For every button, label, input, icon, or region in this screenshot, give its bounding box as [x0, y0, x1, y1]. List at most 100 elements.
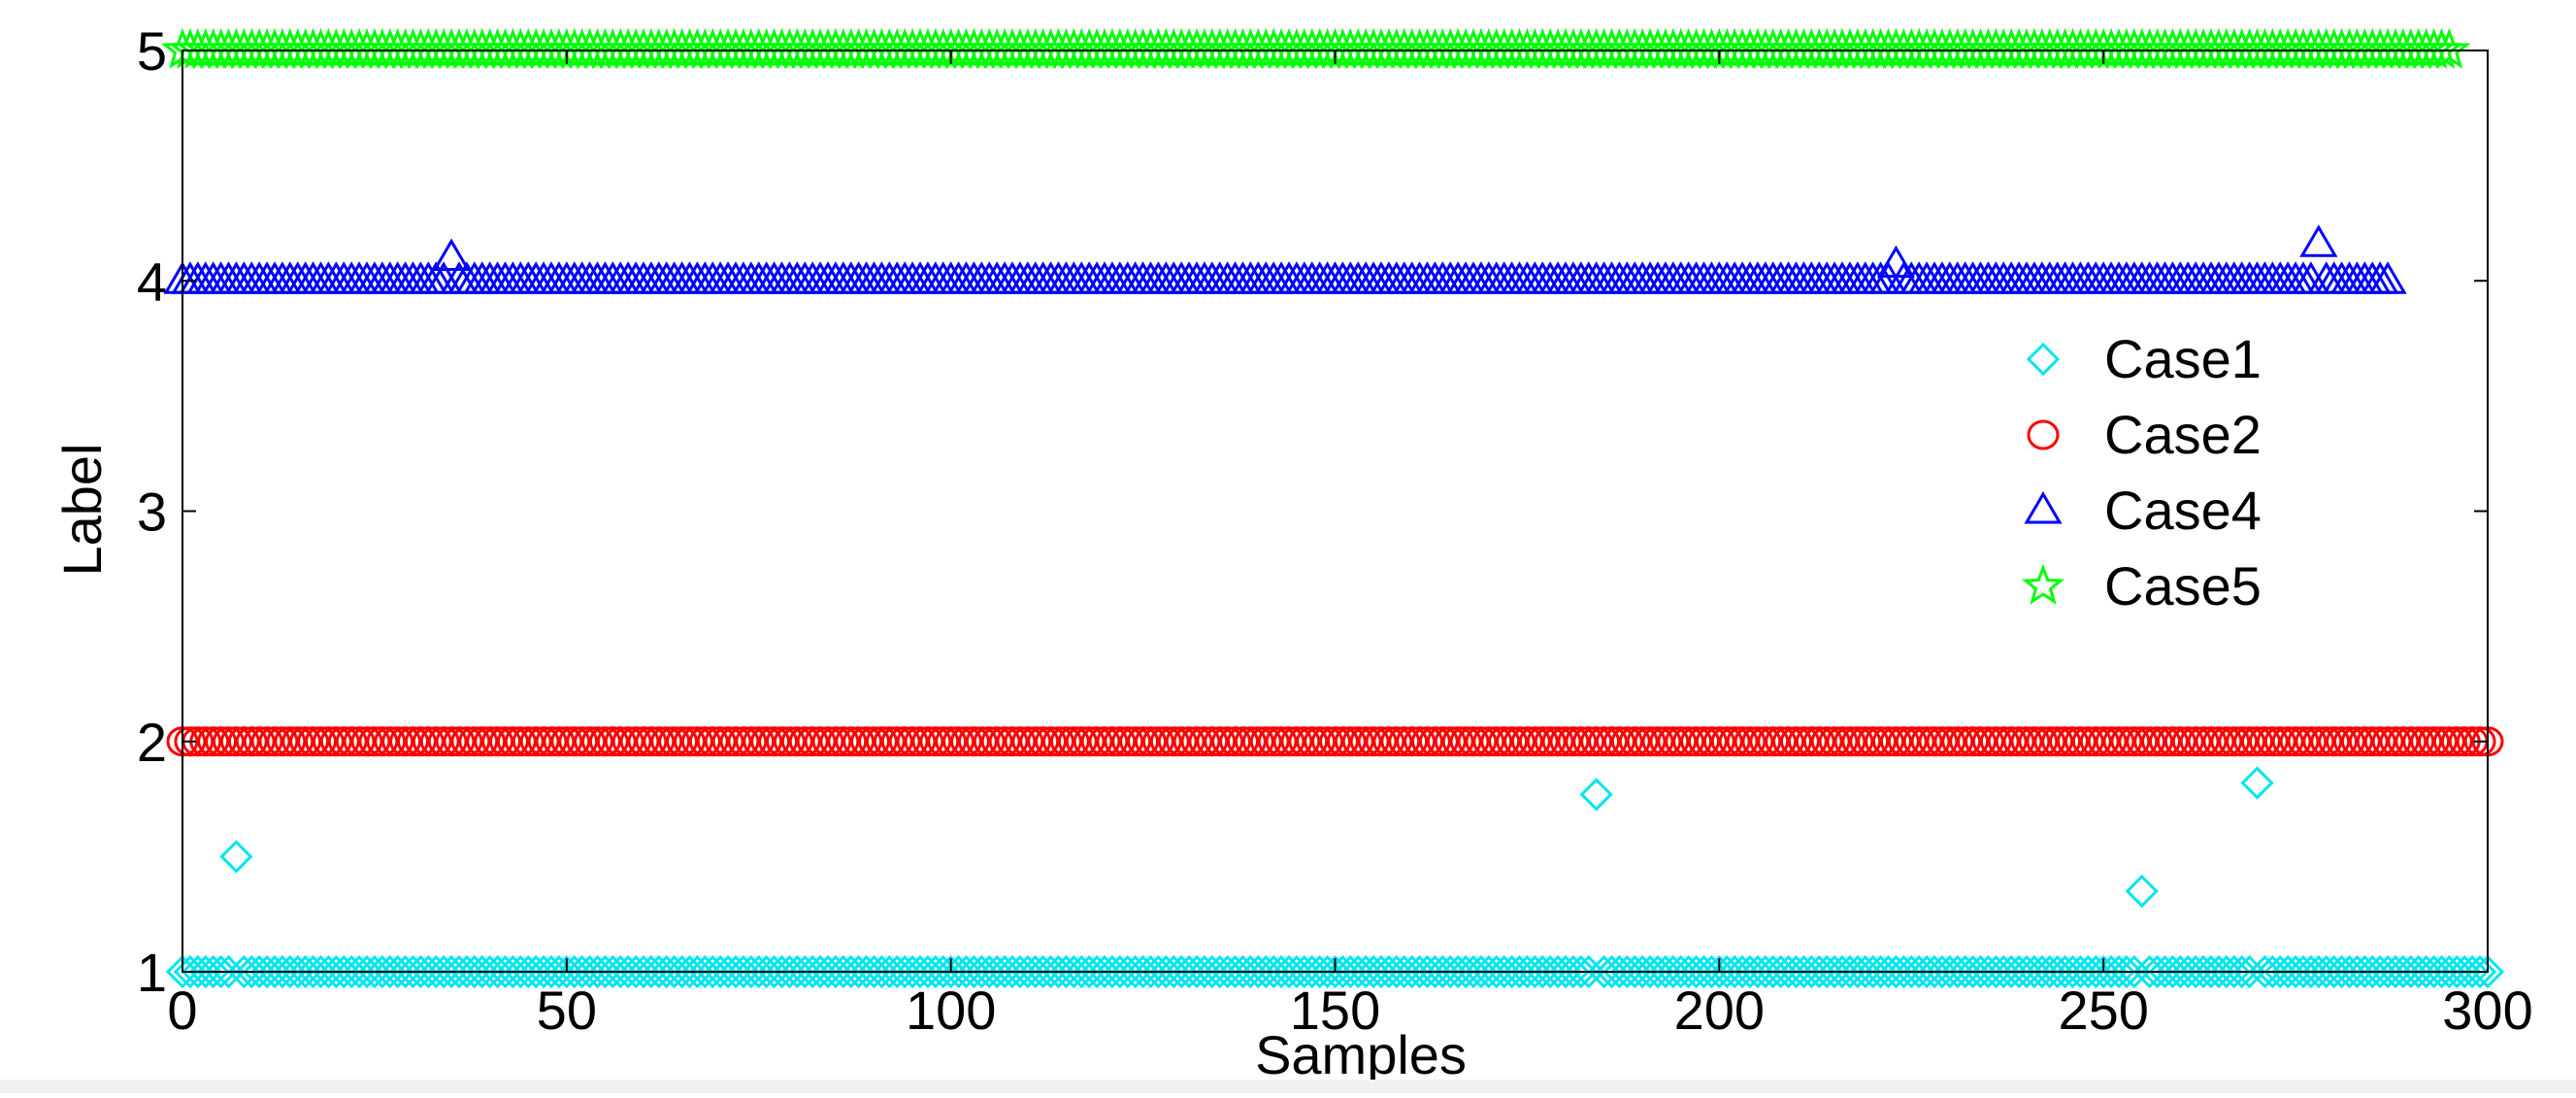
data-point: [696, 726, 729, 757]
data-point: [1787, 954, 1821, 989]
axes: 0 50 100 150 200 250 300 1 2 3 4 5: [137, 20, 2533, 1041]
data-point: [473, 954, 507, 989]
data-point: [995, 954, 1030, 989]
data-point: [2356, 954, 2390, 989]
data-point: [980, 954, 1014, 989]
data-point: [1987, 954, 2021, 989]
data-point: [2195, 726, 2228, 757]
data-point: [573, 954, 607, 989]
data-point: [1119, 726, 1152, 757]
data-point: [842, 954, 875, 989]
data-point: [1271, 954, 1306, 989]
data-point: [1588, 726, 1621, 757]
data-point: [2278, 954, 2313, 989]
data-point: [2263, 726, 2296, 757]
data-point: [826, 954, 860, 989]
data-point: [1080, 726, 1113, 757]
data-point: [1441, 954, 1475, 989]
data-point: [1272, 726, 1305, 757]
data-point: [1426, 954, 1460, 989]
data-point: [1026, 954, 1060, 989]
data-point: [1226, 954, 1260, 989]
data-point: [1902, 726, 1935, 757]
data-point: [1204, 726, 1237, 757]
data-point: [1741, 726, 1774, 757]
data-point: [266, 726, 299, 757]
data-point: [265, 954, 300, 989]
data-point: [2048, 954, 2082, 989]
data-point: [480, 954, 514, 989]
data-point: [2379, 726, 2412, 757]
data-point: [212, 954, 246, 989]
x-axis-label: Samples: [1255, 1024, 1467, 1085]
data-point: [2462, 954, 2497, 989]
data-point: [1479, 954, 1513, 989]
data-point: [1241, 726, 1274, 757]
data-point: [489, 726, 521, 757]
data-point: [834, 954, 868, 989]
data-point: [2409, 954, 2443, 989]
data-point: [2363, 726, 2396, 757]
data-point: [1680, 726, 1713, 757]
legend-entry-case2: Case2: [2027, 404, 2262, 465]
data-point: [773, 954, 807, 989]
data-point: [1465, 726, 1498, 757]
data-point: [865, 726, 898, 757]
data-point: [1157, 954, 1191, 989]
data-point: [1825, 954, 1860, 989]
data-point: [273, 954, 307, 989]
data-point: [1180, 726, 1213, 757]
data-point: [1211, 726, 1244, 757]
data-point: [2187, 726, 2220, 757]
data-point: [1587, 954, 1621, 989]
data-point: [2294, 954, 2328, 989]
data-point: [1764, 954, 1798, 989]
data-point: [1979, 726, 2012, 757]
data-point: [1826, 726, 1859, 757]
data-point: [2333, 726, 2365, 757]
data-point: [1149, 954, 1183, 989]
data-point: [1948, 954, 1982, 989]
data-point: [205, 726, 238, 757]
data-point: [296, 954, 330, 989]
data-point: [1925, 954, 1960, 989]
data-point: [1095, 954, 1130, 989]
data-point: [1371, 954, 1406, 989]
y-tick-label: 3: [137, 482, 167, 543]
data-point: [534, 954, 569, 989]
data-point: [2071, 954, 2105, 989]
data-point: [2340, 726, 2373, 757]
data-point: [1679, 954, 1713, 989]
data-point: [1057, 726, 1090, 757]
data-point: [643, 726, 676, 757]
y-tick-label: 4: [137, 250, 167, 312]
x-tick-label: 150: [1290, 980, 1380, 1041]
data-point: [1035, 726, 1068, 757]
data-point: [1218, 954, 1252, 989]
data-point: [358, 726, 391, 757]
data-point: [2118, 726, 2151, 757]
data-point: [1341, 954, 1375, 989]
data-point: [650, 726, 683, 757]
data-point: [1172, 954, 1206, 989]
data-point: [1964, 954, 1998, 989]
data-point: [1749, 726, 1782, 757]
data-point: [2363, 954, 2397, 989]
data-point: [2010, 726, 2043, 757]
data-point: [427, 726, 460, 757]
data-point: [1448, 954, 1483, 989]
data-point: [1227, 726, 1259, 757]
data-point: [412, 726, 445, 757]
data-point: [2301, 954, 2335, 989]
data-point: [1771, 954, 1805, 989]
data-point: [2310, 726, 2343, 757]
data-point: [1365, 726, 1398, 757]
data-point: [1618, 726, 1651, 757]
data-point: [1265, 726, 1298, 757]
data-point: [2156, 726, 2189, 757]
data-point: [1472, 726, 1505, 757]
data-point: [2248, 954, 2282, 989]
data-point: [2094, 954, 2129, 989]
data-point: [627, 726, 660, 757]
